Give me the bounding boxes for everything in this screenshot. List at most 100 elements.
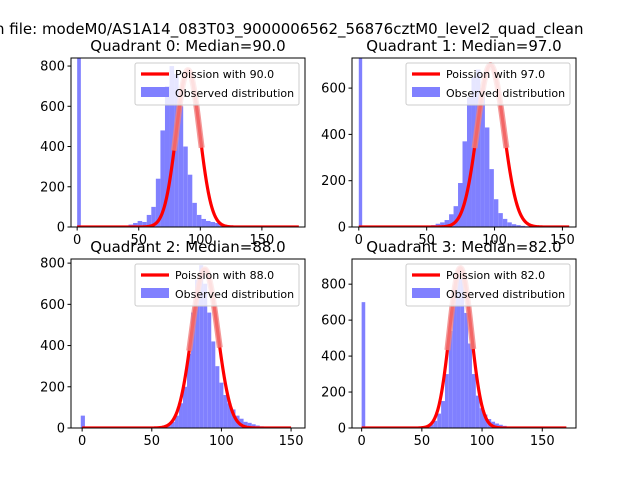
histogram-bar [215,222,220,227]
histogram-bar [520,225,526,227]
histogram-bar [466,97,472,227]
y-tick-label: 800 [321,278,346,293]
histogram-bar [441,401,445,428]
x-tick-label: 50 [144,434,161,449]
x-tick-label: 100 [470,434,495,449]
legend-patch-icon [141,87,169,97]
histogram-bar [247,422,252,428]
x-tick-label: 100 [188,233,213,248]
histogram-bar [192,202,197,227]
x-tick-label: 0 [73,233,81,248]
histogram-bar [480,88,485,227]
legend-box [405,62,571,106]
histogram-bar [195,279,200,428]
chart-panel-0: Quadrant 0: Median=90.0 0 50 100 150 0 200 400 6… [40,37,306,248]
y-tick-label: 0 [57,221,65,236]
poisson-curve [357,63,571,227]
legend: Poission with 82.0 Observed distribution [405,263,571,307]
histogram-bar [133,222,138,227]
histogram-bar [178,403,183,428]
y-tick-label: 600 [321,314,346,329]
histogram-bar [223,395,228,428]
histogram-bar [164,86,170,227]
histogram-bar [80,415,85,428]
histogram-bar [361,302,366,428]
histogram-bar [191,312,196,428]
chart-panel-1: Quadrant 1: Median=97.0 0 50 100 150 0 200 400 6… [321,37,577,248]
histogram-bar [207,312,212,428]
histogram-bar [460,278,465,428]
histogram-bar [187,174,193,227]
figure-suptitle: n file: modeM0/AS1A14_083T03_9000006562_… [0,20,584,39]
x-tick-label: 150 [530,434,555,449]
histogram-bar [433,420,438,428]
y-tick-label: 200 [321,174,346,189]
histogram-bar [495,423,499,428]
legend-patch-icon [141,288,169,298]
histogram-bar [155,178,161,227]
y-tick-label: 800 [40,257,65,272]
histogram-bar [493,199,499,227]
x-tick-label: 50 [414,434,431,449]
y-tick-label: 600 [40,100,65,115]
legend-entry: Observed distribution [446,87,565,100]
histogram-bar [440,222,445,227]
legend-entry: Poission with 88.0 [175,269,274,282]
x-tick-label: 0 [78,434,86,449]
histogram-bar [142,221,147,227]
histogram-bar [498,213,503,227]
x-tick-label: 50 [418,233,435,248]
histogram-bar [137,220,143,227]
histogram-bar [187,353,192,428]
legend-entry: Poission with 90.0 [175,68,274,81]
histogram-bar [507,222,512,227]
histogram-bar [462,141,467,227]
histogram-bar [203,283,208,428]
histogram-bar [201,218,206,227]
y-tick-label: 600 [40,298,65,313]
histogram-bar [199,265,204,428]
legend: Poission with 88.0 Observed distribution [134,263,300,307]
histogram-bar [502,218,508,227]
x-tick-label: 50 [130,233,147,248]
x-tick-label: 0 [355,233,363,248]
histogram-bar [251,424,256,428]
chart-title: Quadrant 2: Median=88.0 [90,238,285,256]
y-tick-label: 200 [40,180,65,195]
histogram-bar [471,374,476,428]
histogram-bar [444,374,449,428]
histogram-bar [77,58,81,227]
histogram-bar [483,414,488,428]
y-tick-label: 0 [338,422,346,437]
x-tick-label: 150 [550,233,575,248]
chart-panel-2: Quadrant 2: Median=88.0 0 50 100 150 0 200 400 6… [40,238,306,449]
y-tick-label: 0 [338,221,346,236]
y-tick-label: 200 [40,380,65,395]
histogram-bar [475,395,480,428]
legend-entry: Poission with 82.0 [446,269,545,282]
histogram-bar [484,127,490,227]
histogram-bar [215,366,220,428]
legend-patch-icon [412,87,440,97]
histogram-bar [456,269,461,428]
histogram-bar [146,214,152,227]
x-tick-label: 150 [279,434,304,449]
y-tick-label: 800 [40,60,65,75]
y-tick-label: 0 [57,422,65,437]
histogram-bar [458,183,463,227]
axes-frame [70,258,306,429]
histogram-bar [231,409,236,428]
histogram-bar [160,130,165,227]
legend-patch-icon [412,288,440,298]
histogram-bar [489,169,494,227]
legend-entry: Poission with 97.0 [446,68,545,81]
legend: Poission with 97.0 Observed distribution [405,62,571,106]
histogram-bar [205,220,211,227]
histogram-bar [243,421,248,428]
x-tick-label: 100 [482,233,507,248]
histogram-bar [452,291,457,428]
legend-box [405,263,571,307]
legend-entry: Observed distribution [175,288,294,301]
histogram-bar [211,341,216,428]
